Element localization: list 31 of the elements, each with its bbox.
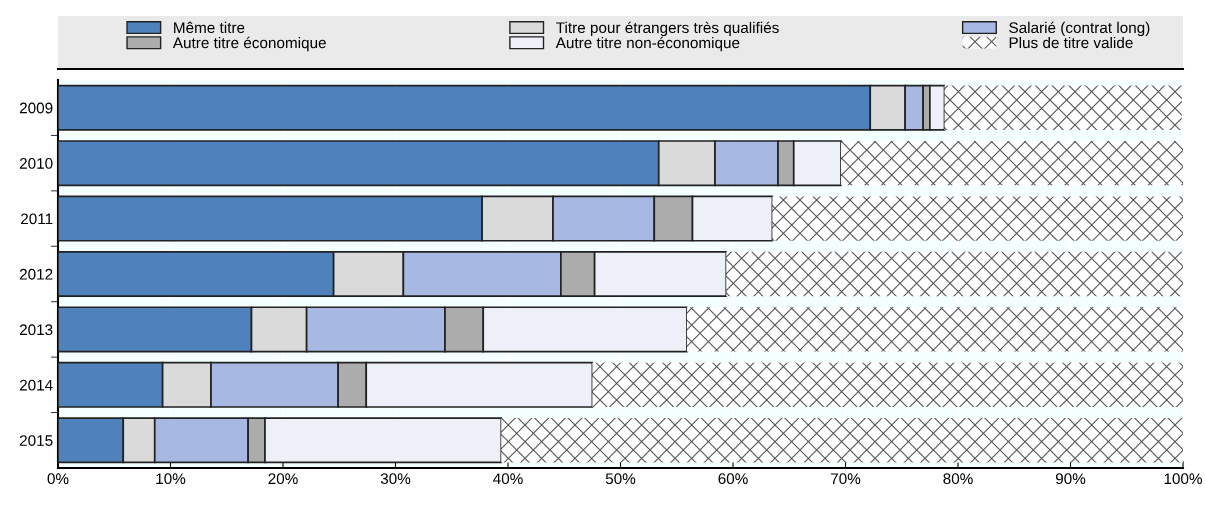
legend-label: Titre pour étrangers très qualifiés	[556, 21, 779, 37]
bar	[772, 196, 1183, 241]
bar	[501, 418, 1183, 463]
x-tick-label: 70%	[830, 473, 861, 485]
x-tick-label: 90%	[1055, 473, 1086, 485]
x-tick-label: 30%	[380, 473, 411, 485]
y-tick-label: 2009	[19, 102, 53, 114]
y-tick-label: 2011	[21, 213, 53, 225]
x-tick-label: 20%	[268, 473, 298, 485]
bar	[944, 85, 1182, 130]
legend-label: Salarié (contrat long)	[1009, 21, 1150, 37]
x-tick-label: 80%	[943, 473, 973, 485]
bar	[726, 251, 1183, 297]
bar	[841, 140, 1183, 186]
x-tick-label: 60%	[718, 473, 748, 485]
x-tick-label: 0%	[47, 473, 69, 485]
legend-label: Plus de titre valide	[1009, 36, 1133, 49]
y-tick-label: 2015	[19, 435, 53, 446]
bar	[686, 307, 1183, 352]
x-tick-label: 50%	[605, 473, 636, 485]
x-tick-label: 100%	[1164, 473, 1202, 485]
y-tick-label: 2014	[19, 379, 53, 391]
legend-label: Autre titre économique	[172, 36, 326, 52]
y-tick-label: 2013	[19, 324, 53, 336]
legend-label: Autre titre non-économique	[555, 36, 740, 52]
x-tick-label: 10%	[156, 473, 186, 485]
legend-label: Même titre	[174, 21, 245, 34]
y-tick-label: 2012	[19, 268, 53, 280]
x-tick-label: 40%	[493, 473, 523, 485]
y-tick-label: 2010	[19, 158, 53, 169]
bar	[592, 362, 1183, 408]
